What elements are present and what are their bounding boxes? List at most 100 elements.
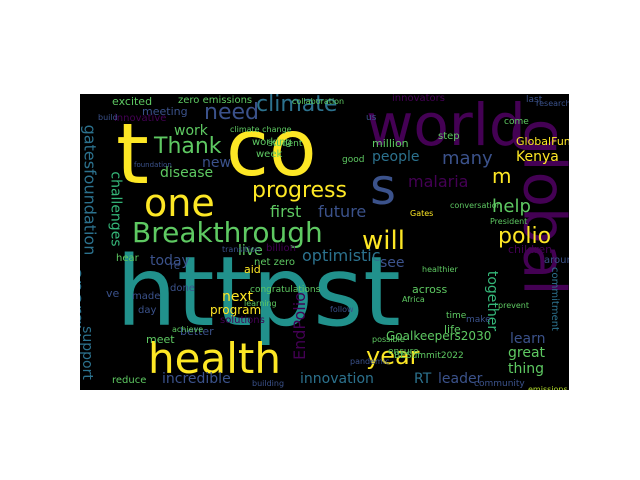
cloud-word-make: make	[466, 315, 491, 325]
cloud-word-co: co	[226, 104, 317, 194]
cloud-word-help: help	[492, 196, 531, 217]
cloud-word-gates: Gates	[410, 209, 434, 218]
cloud-word-reduce: reduce	[112, 375, 147, 386]
cloud-word-challenges: challenges	[107, 171, 124, 247]
cloud-word-healthier: healthier	[422, 265, 458, 274]
cloud-word-come: come	[504, 117, 529, 127]
cloud-word-student: student	[268, 139, 303, 149]
cloud-word-endpolio: EndPolio	[289, 292, 309, 360]
cloud-word-possible: possible	[372, 335, 405, 344]
cloud-word-climate: climate	[256, 94, 338, 117]
cloud-word-achieve: achieve	[172, 325, 204, 334]
cloud-word-president: President	[490, 217, 528, 226]
cloud-word-emissions: emissions	[528, 385, 568, 391]
cloud-word-m: m	[492, 164, 512, 188]
cloud-word-one: one	[144, 181, 215, 225]
cloud-word-us: us	[366, 113, 377, 123]
cloud-word-africa: Africa	[402, 295, 425, 304]
cloud-word-meeting: meeting	[142, 105, 188, 118]
cloud-word-polio: polio	[498, 224, 552, 249]
cloud-word-besummit2022: BESummit2022	[394, 351, 464, 361]
cloud-word-around: around	[544, 255, 569, 266]
cloud-word-rt: RT	[414, 371, 432, 387]
cloud-word-community: community	[474, 379, 525, 389]
cloud-word-ve: ve	[106, 287, 120, 300]
cloud-word-malaria: malaria	[408, 172, 469, 191]
cloud-word-people: people	[372, 149, 420, 165]
cloud-word-health: health	[148, 334, 281, 383]
cloud-word-follow: follow	[330, 305, 354, 314]
cloud-word-breakthrough: Breakthrough	[132, 216, 323, 249]
cloud-word-day: day	[138, 305, 157, 316]
cloud-word-hear: hear	[116, 253, 139, 264]
cloud-word-building: building	[252, 379, 285, 388]
cloud-word-step: step	[438, 131, 460, 142]
cloud-word-learning: learning	[244, 299, 277, 308]
cloud-word-prevent: prevent	[498, 301, 529, 310]
cloud-word-foundation: foundation	[134, 161, 172, 169]
cloud-word-innovation: innovation	[300, 371, 374, 387]
cloud-word-progress: progress	[252, 178, 347, 203]
cloud-word-better: better	[180, 325, 214, 338]
cloud-word-year: year	[366, 342, 420, 370]
cloud-word-done: done	[170, 283, 195, 294]
cloud-word-commitment: commitment	[548, 267, 560, 331]
cloud-word-program: program	[210, 303, 262, 317]
cloud-word-re: re	[170, 261, 181, 272]
cloud-word-net-zero: net zero	[254, 257, 296, 268]
cloud-word-solutions: solutions	[220, 315, 265, 326]
cloud-word-innovators: innovators	[392, 94, 445, 104]
cloud-word-life: life	[444, 323, 461, 336]
cloud-word-week: week	[256, 149, 283, 160]
cloud-word-million: million	[372, 137, 409, 150]
cloud-word-billion: billion	[266, 243, 296, 254]
cloud-word-s: s	[370, 158, 397, 216]
cloud-word-first: first	[270, 202, 302, 221]
cloud-word-leader: leader	[438, 371, 483, 387]
cloud-word-transition: transition	[222, 245, 261, 254]
cloud-word-learn: learn	[510, 331, 546, 347]
cloud-word-globalfund: GlobalFund	[516, 135, 569, 148]
cloud-word-new: new	[202, 155, 231, 171]
cloud-word-goalkeepers2030: Goalkeepers2030	[386, 329, 492, 343]
cloud-word-zero-emissions: zero emissions	[178, 95, 253, 106]
cloud-word-thing: thing	[508, 361, 545, 377]
cloud-word-ensure: ensure	[388, 347, 419, 357]
cloud-word-t: t	[116, 105, 149, 203]
cloud-word-good: good	[342, 155, 365, 165]
cloud-word-research: research	[536, 99, 569, 108]
cloud-word-disease: disease	[160, 165, 214, 181]
cloud-word-excited: excited	[112, 95, 153, 108]
cloud-word-conversation: conversation	[450, 201, 502, 210]
cloud-word-thank: Thank	[154, 134, 222, 159]
cloud-word-see: see	[380, 255, 405, 271]
cloud-word-build: build	[98, 113, 118, 122]
cloud-word-great: great	[508, 345, 546, 361]
cloud-word-working: working	[252, 137, 292, 148]
cloud-word-today: today	[150, 253, 190, 269]
cloud-word-live: live	[238, 243, 263, 259]
cloud-word-congratulations: congratulations	[250, 285, 321, 295]
cloud-word-meet: meet	[146, 333, 175, 346]
cloud-word-time: time	[446, 311, 467, 321]
cloud-word-world: world	[366, 94, 526, 159]
cloud-word-pandemic: pandemic	[350, 357, 390, 366]
cloud-word-need: need	[204, 100, 259, 125]
cloud-word-innovative: innovative	[114, 113, 167, 124]
cloud-word-many: many	[442, 148, 493, 169]
cloud-word-next: next	[222, 289, 254, 305]
cloud-word-aid: aid	[244, 263, 261, 276]
cloud-word-gatesfoundation: gatesfoundation	[80, 124, 100, 256]
cloud-word-incredible: incredible	[162, 371, 231, 387]
cloud-word-will: will	[362, 226, 405, 256]
cloud-word-future: future	[318, 202, 367, 221]
cloud-word-support: support	[80, 326, 95, 380]
cloud-word-last: last	[526, 95, 543, 105]
cloud-word-httpst: httpst	[116, 236, 401, 348]
cloud-word-optimistic: optimistic	[302, 246, 381, 265]
cloud-word-children: children	[508, 243, 553, 256]
cloud-word-made: made	[132, 291, 161, 302]
cloud-word-collaboration: collaboration	[292, 97, 345, 106]
cloud-word-kenya: Kenya	[516, 149, 559, 165]
cloud-word-climate-change: climate change	[230, 125, 292, 134]
